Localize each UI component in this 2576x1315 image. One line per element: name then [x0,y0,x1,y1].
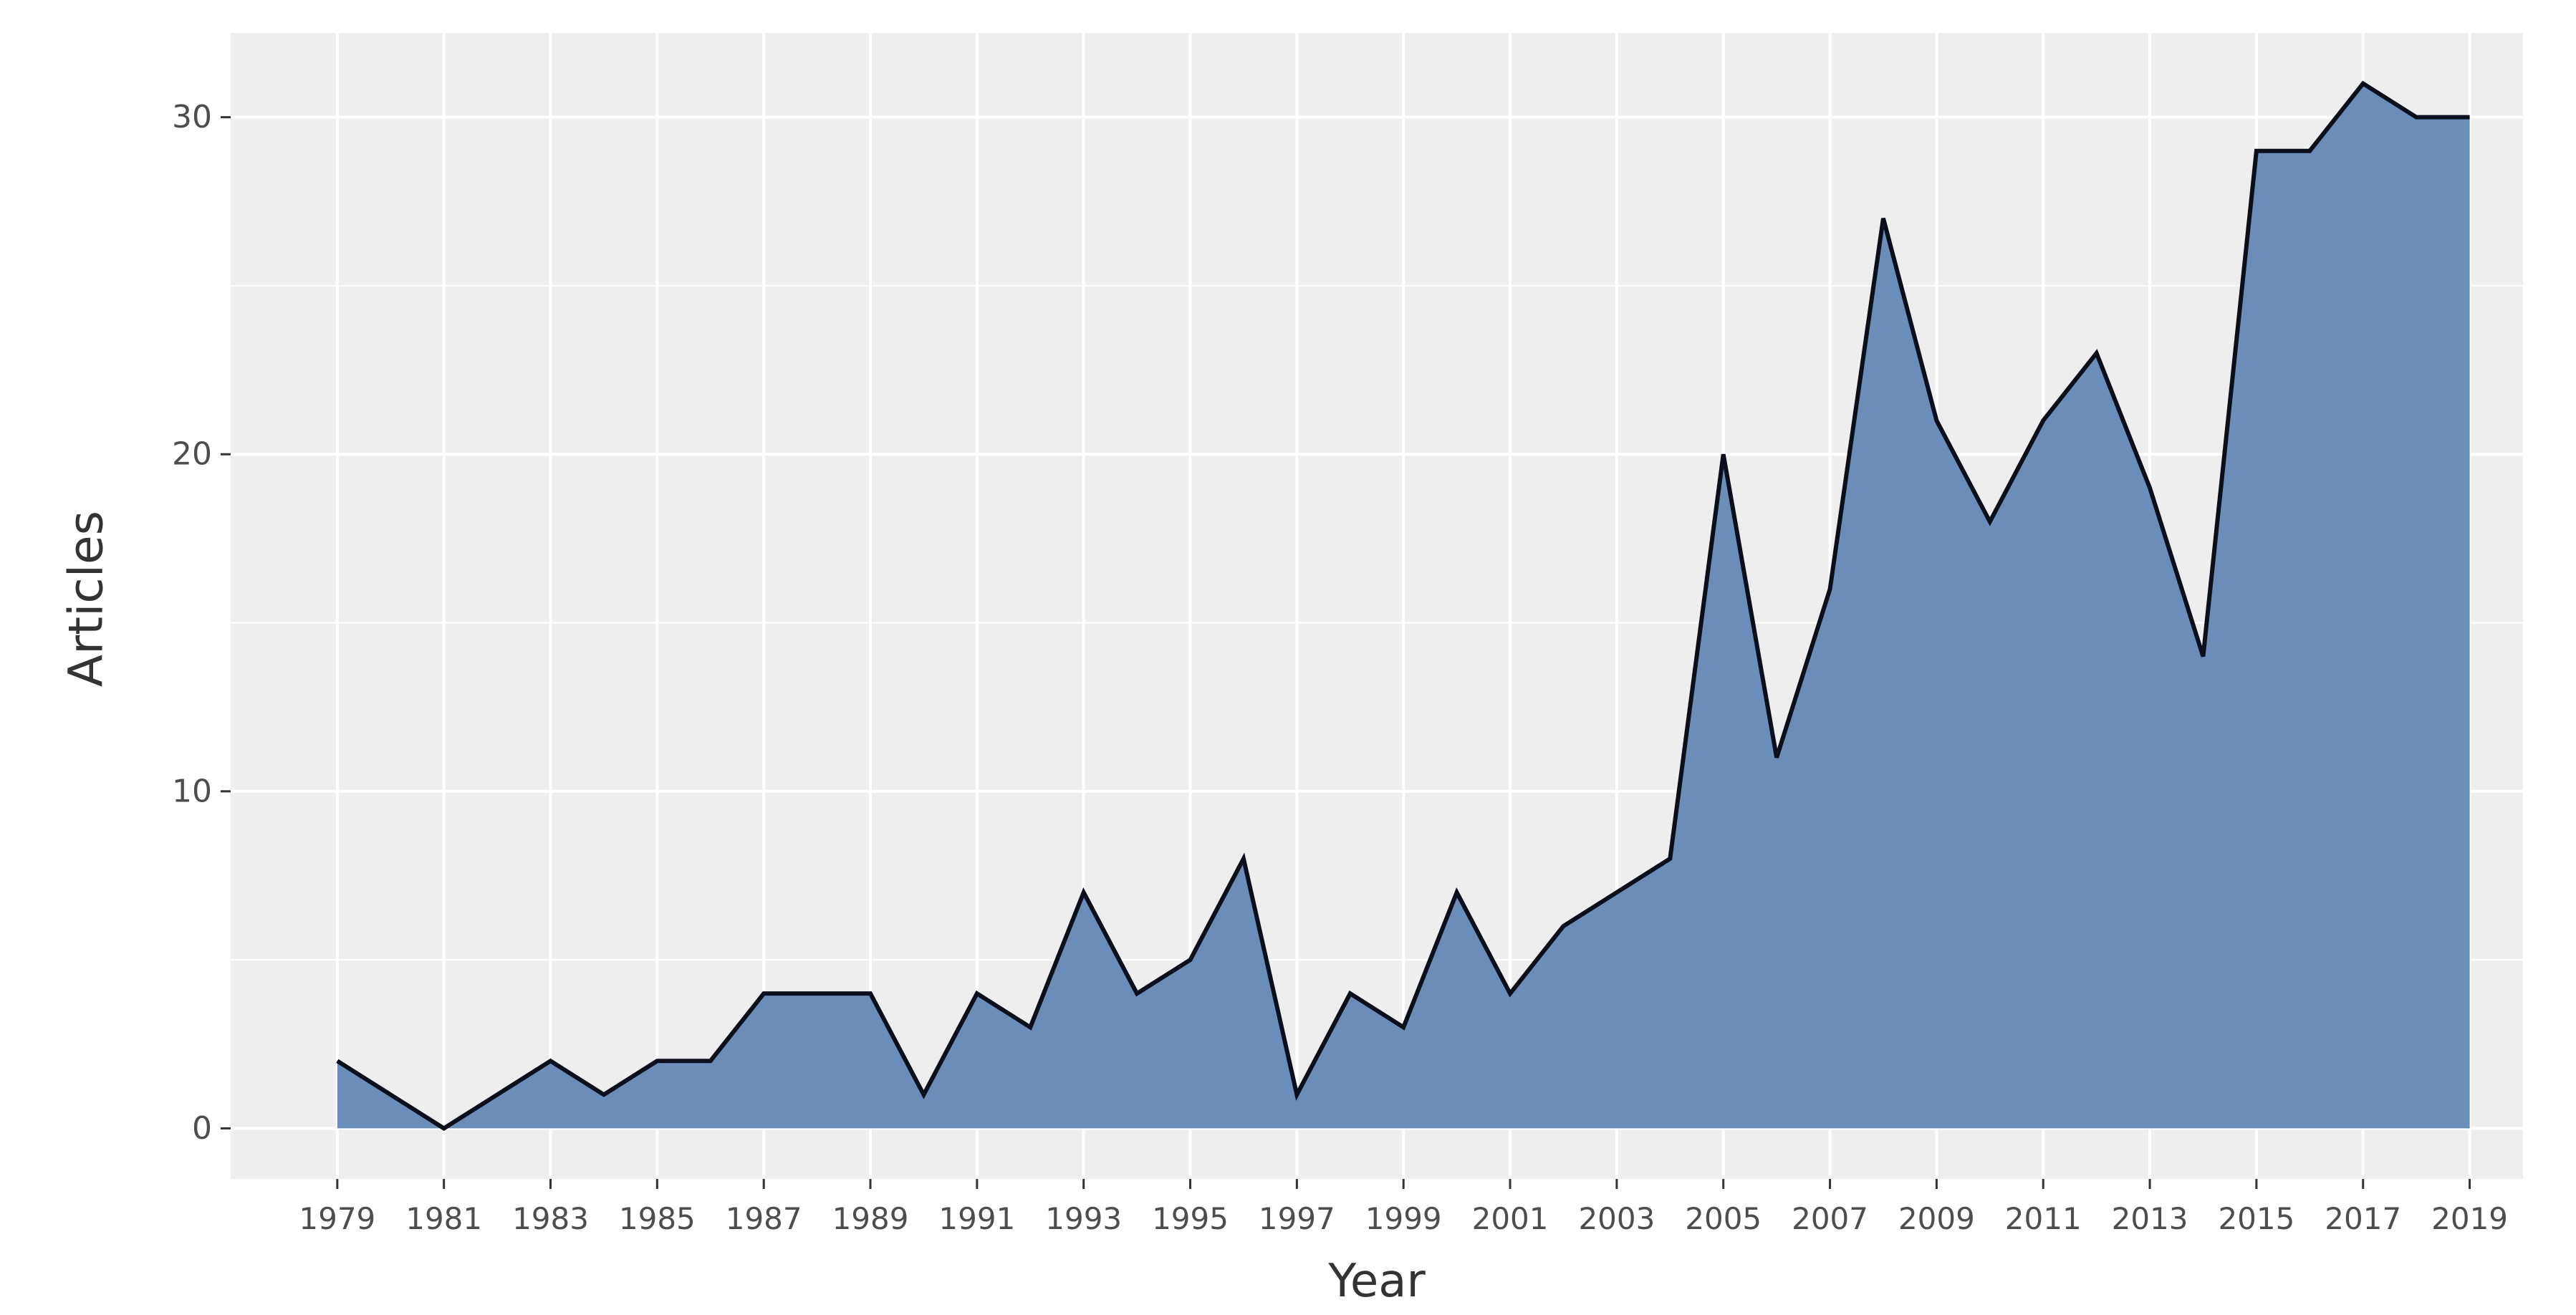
x-tick-label: 2009 [1898,1201,1975,1236]
x-tick-label: 1985 [619,1201,696,1236]
area-series [337,83,2470,1129]
y-tick-label: 20 [172,436,212,473]
x-axis-ticks: 1979 1981 1983 1985 1987 1989 1991 1993 1995 1997… [299,1179,2508,1236]
x-tick-label: 2001 [1472,1201,1549,1236]
y-tick-label: 30 [172,99,212,135]
series-line [336,80,2470,1131]
y-axis-title: Articles [59,511,114,687]
x-tick-label: 1981 [405,1201,482,1236]
x-tick-label: 2007 [1792,1201,1868,1236]
x-tick-label: 1987 [726,1201,802,1236]
x-tick-label: 2011 [2005,1201,2082,1236]
x-tick-label: 2005 [1685,1201,1762,1236]
x-tick-label: 1997 [1259,1201,1335,1236]
y-axis-ticks: 0 10 20 30 [172,99,231,1147]
x-tick-label: 2015 [2218,1201,2294,1236]
x-tick-label: 1989 [832,1201,909,1236]
x-tick-label: 1999 [1365,1201,1442,1236]
y-tick-label: 10 [172,773,212,809]
x-tick-label: 1993 [1045,1201,1122,1236]
x-tick-label: 2003 [1578,1201,1655,1236]
x-tick-label: 1995 [1152,1201,1229,1236]
x-tick-label: 1991 [938,1201,1015,1236]
x-tick-label: 2019 [2431,1201,2508,1236]
x-tick-label: 2017 [2325,1201,2401,1236]
x-axis-title: Year [1327,1255,1426,1308]
y-tick-label: 0 [192,1110,212,1147]
x-tick-label: 2013 [2112,1201,2188,1236]
x-tick-label: 1983 [512,1201,589,1236]
x-tick-label: 1979 [299,1201,375,1236]
